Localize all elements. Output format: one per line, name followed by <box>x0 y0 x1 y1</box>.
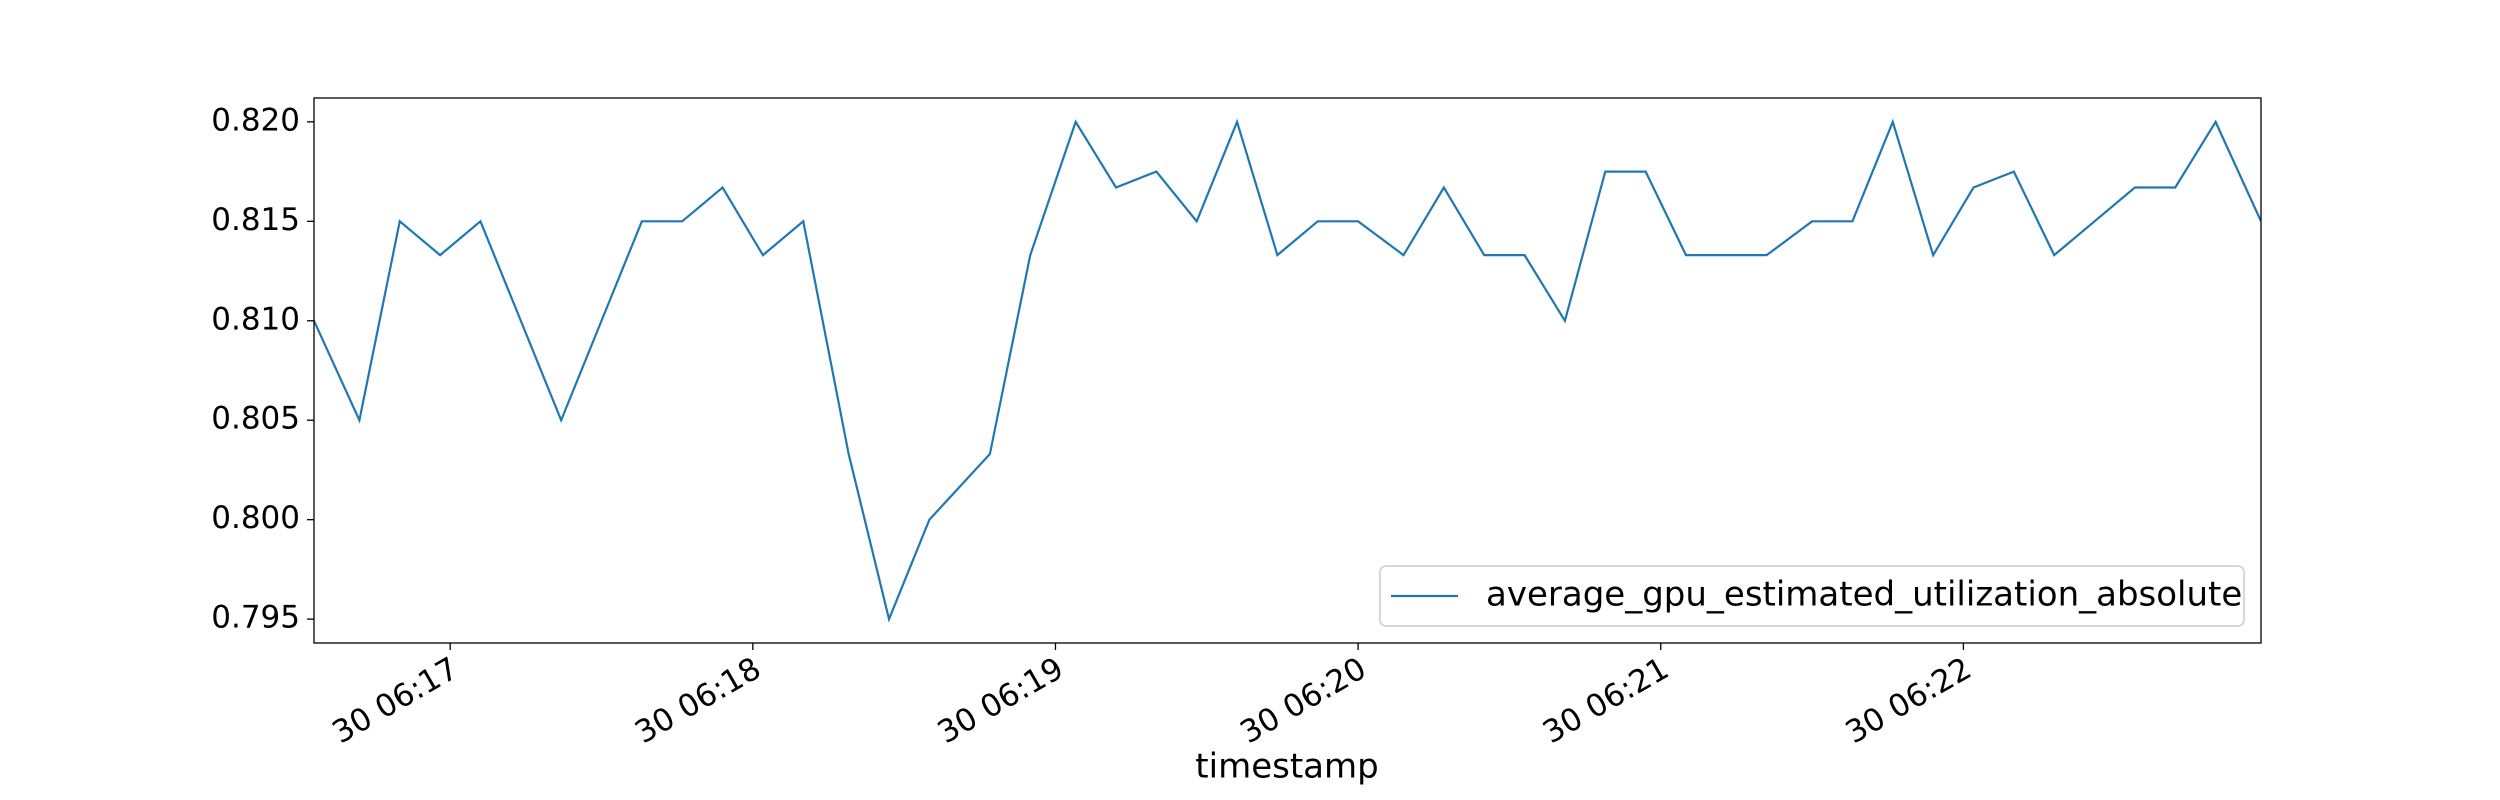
y-tick-label: 0.800 <box>211 500 300 536</box>
legend-box <box>1379 565 2245 627</box>
legend-label: average_gpu_estimated_utilization_absolu… <box>1486 575 2242 615</box>
y-tick-label: 0.815 <box>211 202 300 238</box>
x-tick-label: 30 06:20 <box>1234 651 1372 751</box>
x-tick-label: 30 06:21 <box>1537 651 1675 751</box>
y-tick-label: 0.820 <box>211 102 300 138</box>
x-tick-label: 30 06:17 <box>326 651 464 751</box>
y-tick-label: 0.805 <box>211 401 300 437</box>
series-line <box>314 118 2261 623</box>
plot-frame <box>313 97 2262 644</box>
x-tick-label: 30 06:18 <box>629 651 767 751</box>
y-tick-label: 0.810 <box>211 301 300 337</box>
y-tick-label: 0.795 <box>211 600 300 636</box>
legend: average_gpu_estimated_utilization_absolu… <box>1379 565 2245 627</box>
x-tick-label: 30 06:19 <box>932 651 1070 751</box>
x-axis-label: timestamp <box>1195 747 1378 787</box>
x-tick-label: 30 06:22 <box>1840 651 1978 751</box>
